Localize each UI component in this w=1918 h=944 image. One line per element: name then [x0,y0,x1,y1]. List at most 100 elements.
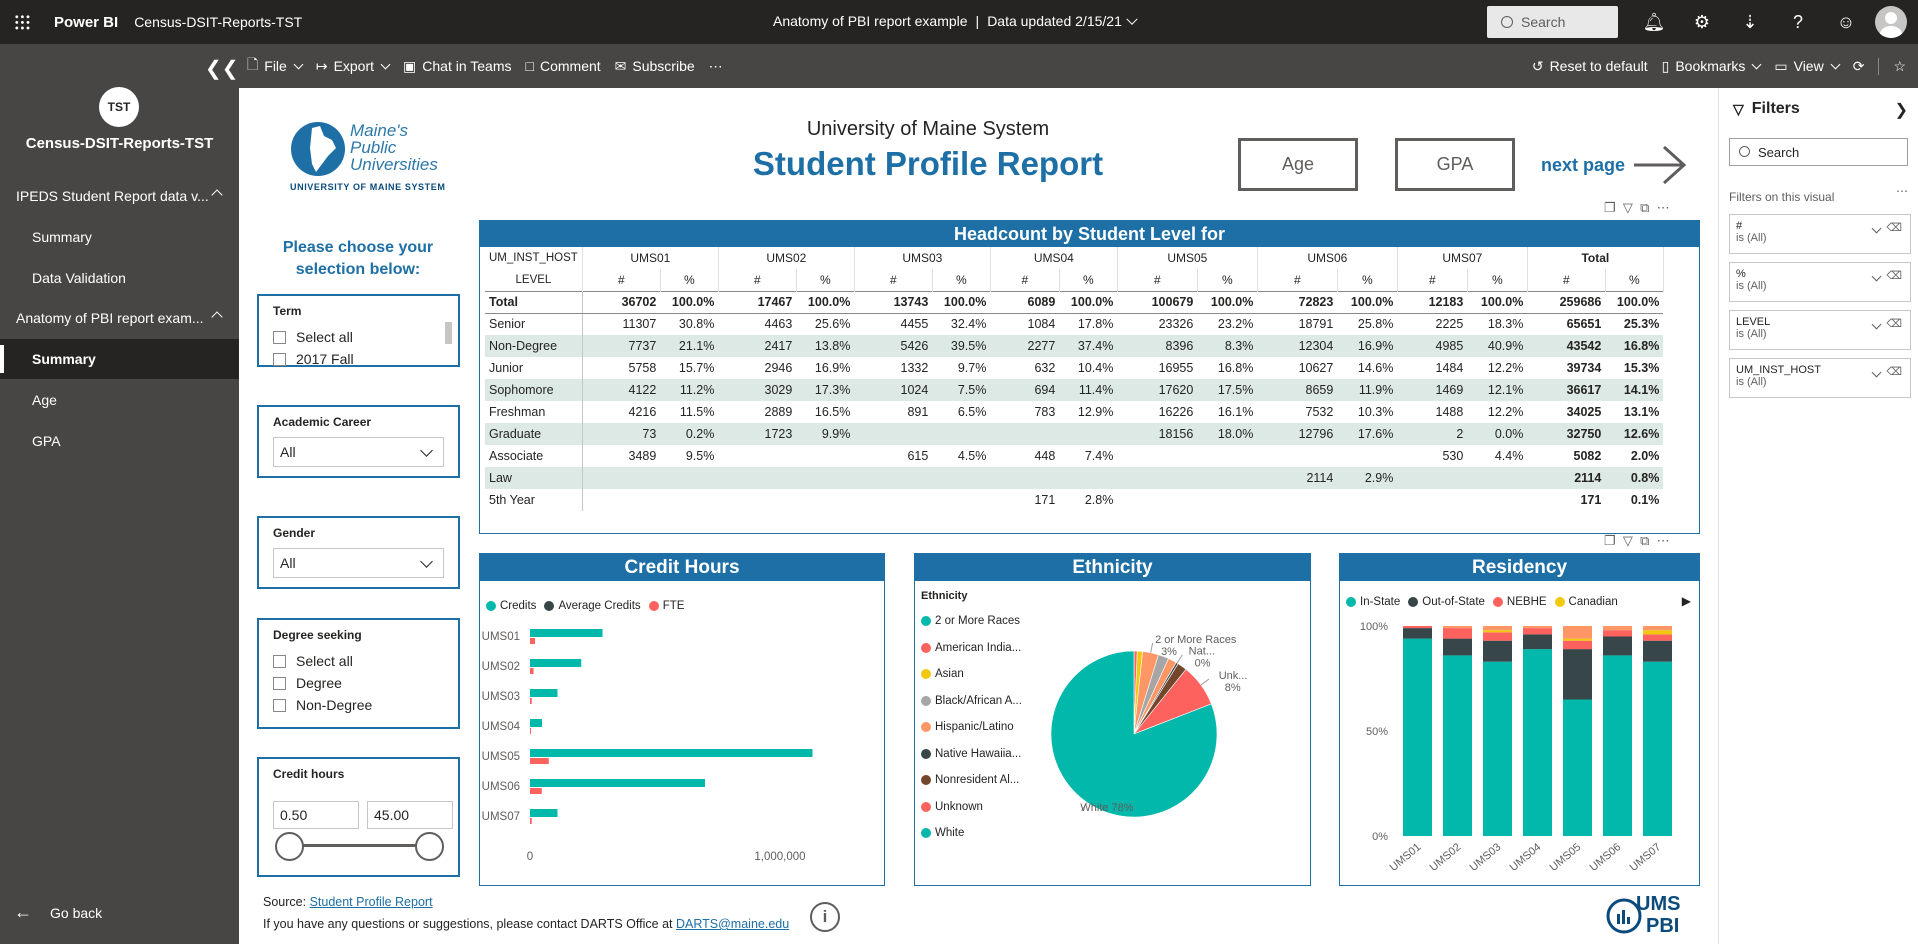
term-option-select-all[interactable]: Select all [273,326,444,348]
age-page-button[interactable]: Age [1238,138,1358,191]
checkbox[interactable] [273,676,286,690]
go-back-button[interactable]: ← Go back [14,902,102,923]
credit-max-input[interactable]: 45.00 [367,801,453,829]
count-header[interactable]: # [718,269,797,291]
download-icon[interactable]: ⇣ [1742,11,1758,32]
favorite-button[interactable]: ☆ [1878,57,1906,75]
avatar[interactable] [1875,6,1907,38]
percent-header[interactable]: % [1059,269,1118,291]
count-header[interactable]: # [1397,269,1468,291]
focus-mode-icon[interactable]: ⧉ [1640,200,1650,215]
slider-track[interactable] [289,844,429,847]
legend-item[interactable]: Average Credits [544,600,641,612]
report-title-dropdown[interactable]: Anatomy of PBI report example | Data updat… [773,13,1138,29]
legend-item[interactable]: 2 or More Races [921,608,1022,635]
term-option-2017-fall[interactable]: 2017 Fall [273,348,444,370]
column-header[interactable]: UMS05 [1117,247,1258,269]
eraser-icon[interactable]: ⌫ [1886,270,1902,282]
filter-icon[interactable]: ▽ [1622,533,1633,548]
legend-item[interactable]: Credits [486,600,536,612]
more-options-button[interactable]: ⋯ [709,58,723,75]
nav-group-anatomy[interactable]: Anatomy of PBI report exam... [0,298,239,338]
collapse-filters-icon[interactable]: ❯ [1894,102,1908,119]
more-options-icon[interactable]: ⋯ [1896,184,1908,198]
global-search-input[interactable]: Search [1487,6,1618,38]
file-menu[interactable]: 🗋︎ File [247,54,304,78]
filter-card[interactable]: % is (All) ⌫ [1729,262,1911,302]
filter-card[interactable]: UM_INST_HOST is (All) ⌫ [1729,358,1911,398]
filter-card[interactable]: LEVEL is (All) ⌫ [1729,310,1911,350]
slider-min-handle[interactable] [275,832,304,861]
credit-min-input[interactable]: 0.50 [273,801,359,829]
percent-header[interactable]: % [1337,269,1398,291]
legend-item[interactable]: In-State [1346,596,1400,608]
copy-icon[interactable]: ❐ [1604,533,1616,548]
legend-item[interactable]: Asian [921,661,1022,688]
percent-header[interactable]: % [796,269,855,291]
subscribe-button[interactable]: ✉︎ Subscribe [615,58,695,75]
filter-icon[interactable]: ▽ [1622,200,1633,215]
eraser-icon[interactable]: ⌫ [1886,318,1902,330]
bell-icon[interactable]: 🔔︎ [1642,11,1666,32]
legend-item[interactable]: Black/African A... [921,688,1022,715]
percent-header[interactable]: % [660,269,719,291]
gear-icon[interactable]: ⚙︎ [1693,11,1711,32]
legend-item[interactable]: Native Hawaiia... [921,741,1022,768]
focus-mode-icon[interactable]: ⧉ [1640,533,1650,548]
count-header[interactable]: # [990,269,1060,291]
legend-item[interactable]: NEBHE [1492,596,1547,608]
more-options-icon[interactable]: ⋯ [1656,200,1670,215]
eraser-icon[interactable]: ⌫ [1886,366,1902,378]
source-link[interactable]: Student Profile Report [309,895,433,909]
comment-button[interactable]: □ Comment [526,58,601,74]
legend-item[interactable]: American India... [921,635,1022,662]
eraser-icon[interactable]: ⌫ [1886,222,1902,234]
percent-header[interactable]: % [1197,269,1258,291]
percent-header[interactable]: % [1467,269,1528,291]
legend-item[interactable]: Canadian [1554,596,1618,608]
more-options-icon[interactable]: ⋯ [1656,533,1670,548]
nav-group-ipeds[interactable]: IPEDS Student Report data v... [0,176,239,216]
app-launcher-button[interactable] [0,0,44,44]
count-header[interactable]: # [854,269,933,291]
filter-card[interactable]: # is (All) ⌫ [1729,214,1911,254]
column-header[interactable]: UMS07 [1397,247,1528,269]
bookmarks-menu[interactable]: ▯ Bookmarks [1662,58,1762,75]
column-header[interactable]: UMS04 [990,247,1118,269]
column-header[interactable]: UMS01 [582,247,719,269]
nav-item-ipeds-summary[interactable]: Summary [0,217,239,257]
degree-option-select-all[interactable]: Select all [273,650,444,672]
chat-in-teams-button[interactable]: ▣ Chat in Teams [403,58,511,75]
legend-next-icon[interactable]: ▶ [1681,594,1691,608]
next-page-link[interactable]: next page [1541,155,1626,175]
email-link[interactable]: DARTS@maine.edu [675,917,790,931]
checkbox[interactable] [273,654,286,668]
count-header[interactable]: # [1527,269,1606,291]
gender-dropdown[interactable]: All [273,548,444,578]
brand-label[interactable]: Power BI [54,13,119,31]
checkbox[interactable] [273,352,286,366]
column-header[interactable]: Total [1527,247,1664,269]
view-menu[interactable]: ▭ View [1774,58,1841,75]
legend-item[interactable]: Hispanic/Latino [921,714,1022,741]
percent-header[interactable]: % [1605,269,1664,291]
degree-option-non-degree[interactable]: Non-Degree [273,694,444,716]
checkbox[interactable] [273,330,286,344]
percent-header[interactable]: % [932,269,991,291]
legend-item[interactable]: Nonresident Al... [921,767,1022,794]
info-icon[interactable]: i [810,902,840,932]
workspace-breadcrumb[interactable]: Census-DSIT-Reports-TST [134,14,303,30]
copy-icon[interactable]: ❐ [1604,200,1616,215]
slider-max-handle[interactable] [415,832,444,861]
count-header[interactable]: # [1117,269,1198,291]
column-header[interactable]: UMS06 [1257,247,1398,269]
refresh-button[interactable]: ⟳ [1853,58,1865,75]
smiley-icon[interactable]: ☺︎ [1836,11,1856,32]
export-menu[interactable]: ↦ Export [316,58,391,75]
count-header[interactable]: # [1257,269,1338,291]
nav-item-summary[interactable]: Summary [0,339,239,379]
gpa-page-button[interactable]: GPA [1395,138,1515,191]
scrollbar[interactable] [445,322,452,344]
arrow-right-icon[interactable] [1632,143,1688,187]
help-icon[interactable]: ? [1792,11,1803,32]
